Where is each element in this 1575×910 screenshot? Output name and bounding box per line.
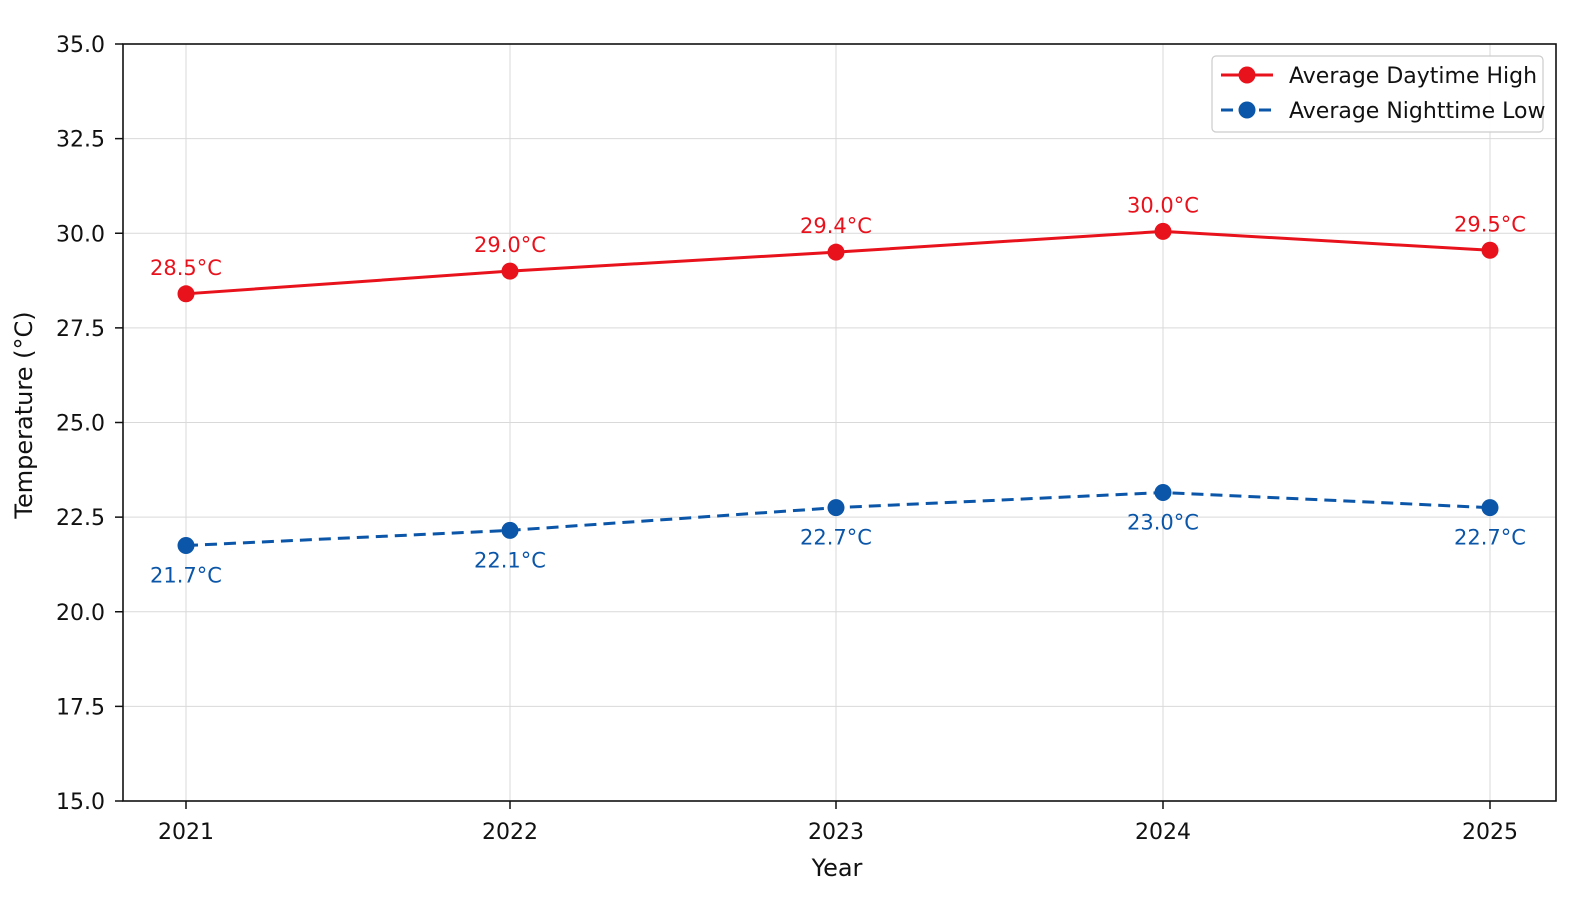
data-point (177, 285, 195, 303)
legend-entry-label: Average Nighttime Low (1289, 99, 1545, 124)
y-tick-label: 32.5 (56, 128, 105, 153)
y-tick-label: 25.0 (56, 412, 105, 437)
grid-layer (123, 43, 1556, 802)
x-tick-label: 2025 (1462, 820, 1518, 845)
data-label: 22.1°C (474, 548, 546, 572)
data-label: 22.7°C (800, 526, 872, 550)
axes-layer: 15.0 17.5 20.0 22.5 25.0 27.5 30.0 32.5 35.0 2021… (56, 33, 1557, 845)
data-point (501, 521, 519, 539)
series-line-daytime-high (185, 229, 1491, 296)
y-axis-title: Temperature (°C) (10, 311, 38, 519)
x-tick-label: 2022 (482, 820, 538, 845)
x-axis-title: Year (811, 854, 863, 882)
data-label: 22.7°C (1454, 526, 1526, 550)
data-point (1154, 484, 1172, 502)
y-tick-label: 15.0 (56, 790, 105, 815)
data-point (1481, 241, 1499, 259)
y-tick-label: 22.5 (56, 506, 105, 531)
data-label: 23.0°C (1127, 511, 1199, 535)
x-tick-label: 2024 (1135, 820, 1191, 845)
plot-frame (122, 43, 1557, 802)
data-point (177, 537, 195, 555)
data-point (501, 262, 519, 280)
data-label: 29.5°C (1454, 212, 1526, 236)
data-point (1481, 499, 1499, 517)
data-point (827, 243, 845, 261)
legend-entry-label: Average Daytime High (1289, 64, 1537, 89)
data-label-layer: 28.5°C 29.0°C 29.4°C 30.0°C 29.5°C 21.7°C 22.1… (150, 193, 1526, 587)
legend-box (1211, 55, 1544, 133)
data-label: 29.4°C (800, 214, 872, 238)
data-label: 28.5°C (150, 256, 222, 280)
data-point (827, 499, 845, 517)
y-tick-label: 20.0 (56, 601, 105, 626)
legend: Average Daytime High Average Nighttime Lo… (1211, 55, 1545, 133)
y-tick-label: 27.5 (56, 317, 105, 342)
data-label: 21.7°C (150, 564, 222, 588)
x-tick-label: 2023 (808, 820, 864, 845)
legend-marker-swatch (1238, 101, 1256, 119)
y-tick-label: 17.5 (56, 695, 105, 720)
data-point (1154, 222, 1172, 240)
series-layer (177, 222, 1499, 555)
y-tick-label: 30.0 (56, 222, 105, 247)
data-label: 29.0°C (474, 233, 546, 257)
y-tick-label: 35.0 (56, 33, 105, 58)
data-label: 30.0°C (1127, 193, 1199, 217)
x-tick-label: 2021 (158, 820, 214, 845)
legend-marker-swatch (1238, 66, 1256, 84)
